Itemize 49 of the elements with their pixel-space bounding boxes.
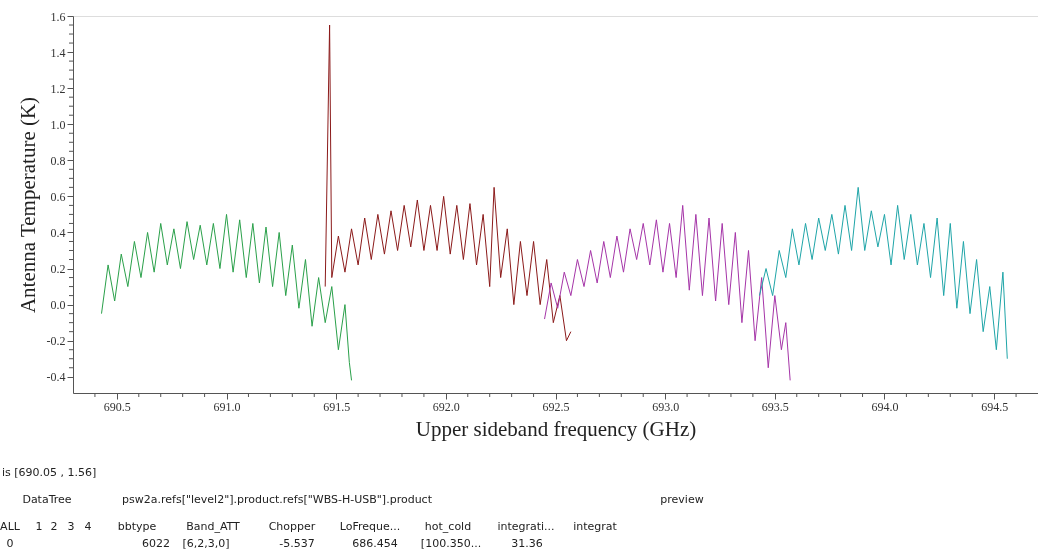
text: integrat (573, 520, 618, 533)
line-series (758, 186, 1008, 360)
y-axis-title: Antenna Temperature (K) (15, 96, 40, 314)
y-tick-label: 0.8 (50, 153, 66, 168)
line-series (544, 204, 791, 381)
text: -5.537 (279, 537, 315, 550)
text: bbtype (117, 520, 157, 533)
text: 31.36 (511, 537, 543, 550)
text: 3 (67, 520, 75, 533)
line-series (324, 24, 572, 342)
text: ALL (0, 520, 21, 533)
y-tick-label: 1.0 (50, 117, 66, 132)
x-tick-label: 693.0 (652, 399, 680, 414)
text: 0 (6, 537, 14, 550)
text: [100.350... (420, 537, 482, 550)
text: hot_cold (424, 520, 472, 533)
text: Band_ATT (186, 520, 241, 533)
y-tick-label: 0.4 (50, 225, 66, 240)
x-tick-label: 692.5 (542, 399, 570, 414)
y-tick-label: 0.6 (50, 189, 66, 204)
text: 2 (50, 520, 58, 533)
text: DataTree (22, 493, 72, 506)
text: 6022 (142, 537, 170, 550)
y-tick-label: 1.4 (50, 45, 66, 60)
text: psw2a.refs["level2"].product.refs["WBS-H-USB"].product (122, 493, 433, 506)
x-tick-label: 692.0 (432, 399, 460, 414)
x-tick-label: 693.5 (761, 399, 789, 414)
y-tick-label: -0.4 (46, 370, 66, 385)
text: 4 (84, 520, 92, 533)
x-tick-label: 691.0 (213, 399, 241, 414)
y-tick-label: 0.2 (50, 262, 66, 277)
text: preview (660, 493, 704, 506)
y-tick-label: 1.6 (50, 9, 66, 24)
text: [6,2,3,0] (182, 537, 230, 550)
y-tick-label: 0.0 (50, 298, 66, 313)
text: 1 (35, 520, 43, 533)
x-tick-label: 694.0 (871, 399, 899, 414)
x-tick-label: 690.5 (103, 399, 131, 414)
text: Chopper (268, 520, 316, 533)
text: 686.454 (352, 537, 398, 550)
x-tick-label: 691.5 (323, 399, 351, 414)
x-axis-title: Upper sideband frequency (GHz) (415, 416, 697, 441)
y-tick-label: -0.2 (46, 334, 66, 349)
y-tick-label: 1.2 (50, 81, 66, 96)
x-tick-label: 694.5 (981, 399, 1009, 414)
text: is [690.05 , 1.56] (2, 466, 97, 479)
line-series (101, 213, 353, 381)
text: LoFreque... (339, 520, 401, 533)
text: integrati... (497, 520, 555, 533)
